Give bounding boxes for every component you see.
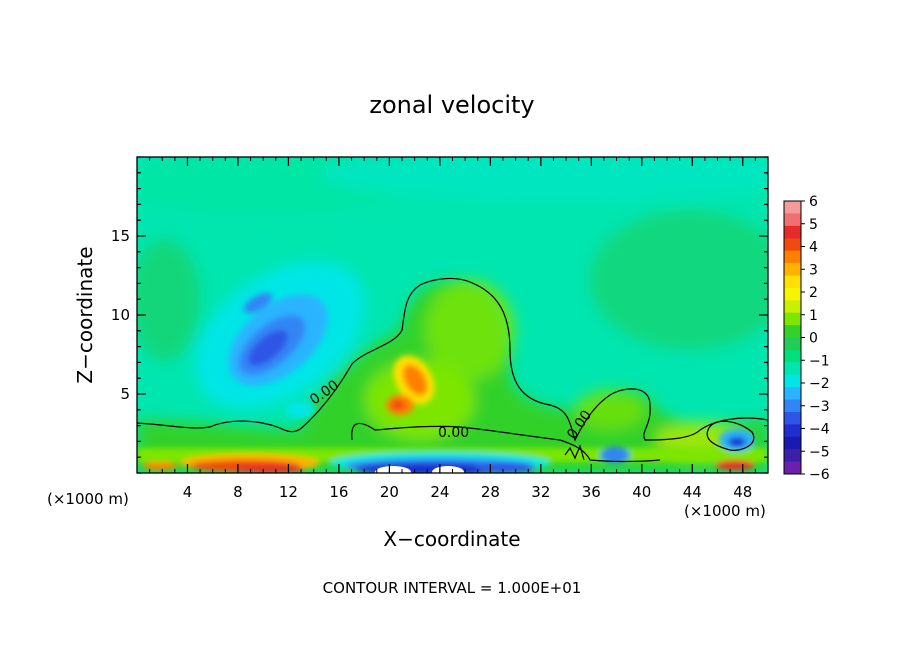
colorbar-swatch xyxy=(784,424,801,438)
colorbar-swatch xyxy=(784,387,801,401)
colorbar-swatch xyxy=(784,225,801,239)
contour-label: 0.00 xyxy=(438,425,469,441)
x-tick-labels: 4 8 12 16 20 24 28 32 36 40 44 48 xyxy=(183,483,753,501)
y-tick-label: 10 xyxy=(111,306,130,324)
x-tick-label: 16 xyxy=(329,483,348,501)
colorbar-tick-label: 0 xyxy=(809,331,818,347)
colorbar-swatch xyxy=(784,461,801,475)
colorbar-swatch xyxy=(784,275,801,289)
colorbar-tick-label: 5 xyxy=(809,217,818,233)
colorbar-swatch xyxy=(784,436,801,450)
colorbar-swatch xyxy=(784,399,801,413)
colorbar: 6 5 4 3 2 1 0 −1 −2 −3 −4 −5 −6 xyxy=(783,194,830,483)
colorbar-swatch xyxy=(784,263,801,276)
x-tick-label: 4 xyxy=(183,483,193,501)
colorbar-swatch xyxy=(784,287,801,301)
colorbar-swatches xyxy=(784,201,801,475)
colorbar-swatch xyxy=(784,411,801,425)
colorbar-tick-label: −2 xyxy=(809,376,830,392)
colorbar-tick-label: 2 xyxy=(809,285,818,301)
zero-contours xyxy=(137,277,768,463)
colorbar-swatch xyxy=(784,250,801,264)
colorbar-tick-label: 3 xyxy=(809,262,818,278)
y-tick-labels: 5 10 15 xyxy=(111,227,130,403)
x-tick-label: 24 xyxy=(430,483,449,501)
colorbar-swatch xyxy=(784,337,801,351)
colorbar-tick-label: −1 xyxy=(809,353,830,369)
heatmap-field xyxy=(137,157,768,473)
colorbar-swatch xyxy=(784,449,801,463)
y-ticks xyxy=(137,156,768,474)
x-tick-label: 20 xyxy=(380,483,399,501)
colorbar-tick-labels: 6 5 4 3 2 1 0 −1 −2 −3 −4 −5 −6 xyxy=(801,194,830,483)
contour-interval-label: CONTOUR INTERVAL = 1.000E+01 xyxy=(323,579,582,597)
x-axis-label: X−coordinate xyxy=(383,527,520,551)
y-tick-label: 15 xyxy=(111,227,130,245)
x-units-left: (×1000 m) xyxy=(47,490,129,508)
x-tick-label: 40 xyxy=(632,483,651,501)
colorbar-swatch xyxy=(784,201,801,214)
x-units-right: (×1000 m) xyxy=(684,502,766,520)
colorbar-tick-label: 1 xyxy=(809,308,818,324)
colorbar-swatch xyxy=(784,213,801,227)
x-tick-label: 12 xyxy=(279,483,298,501)
x-tick-label: 48 xyxy=(733,483,752,501)
colorbar-tick-label: −6 xyxy=(809,467,830,483)
colorbar-swatch xyxy=(784,362,801,376)
colorbar-tick-label: −5 xyxy=(809,444,830,460)
x-major-ticks xyxy=(186,157,744,473)
colorbar-tick-label: 6 xyxy=(809,194,818,210)
x-tick-label: 44 xyxy=(683,483,702,501)
colorbar-swatch xyxy=(784,312,801,326)
colorbar-swatch xyxy=(784,238,801,252)
colorbar-swatch xyxy=(784,374,801,388)
colorbar-tick-label: −4 xyxy=(809,422,830,438)
y-axis-label: Z−coordinate xyxy=(73,246,97,383)
x-tick-label: 28 xyxy=(481,483,500,501)
x-tick-label: 36 xyxy=(582,483,601,501)
colorbar-tick-label: −3 xyxy=(809,399,830,415)
colorbar-swatch xyxy=(784,325,801,338)
colorbar-swatch xyxy=(784,349,801,363)
colorbar-tick-label: 4 xyxy=(809,240,818,256)
x-tick-label: 32 xyxy=(531,483,550,501)
x-tick-label: 8 xyxy=(233,483,243,501)
colorbar-swatch xyxy=(784,300,801,314)
y-tick-label: 5 xyxy=(120,385,130,403)
chart-title: zonal velocity xyxy=(369,91,534,119)
